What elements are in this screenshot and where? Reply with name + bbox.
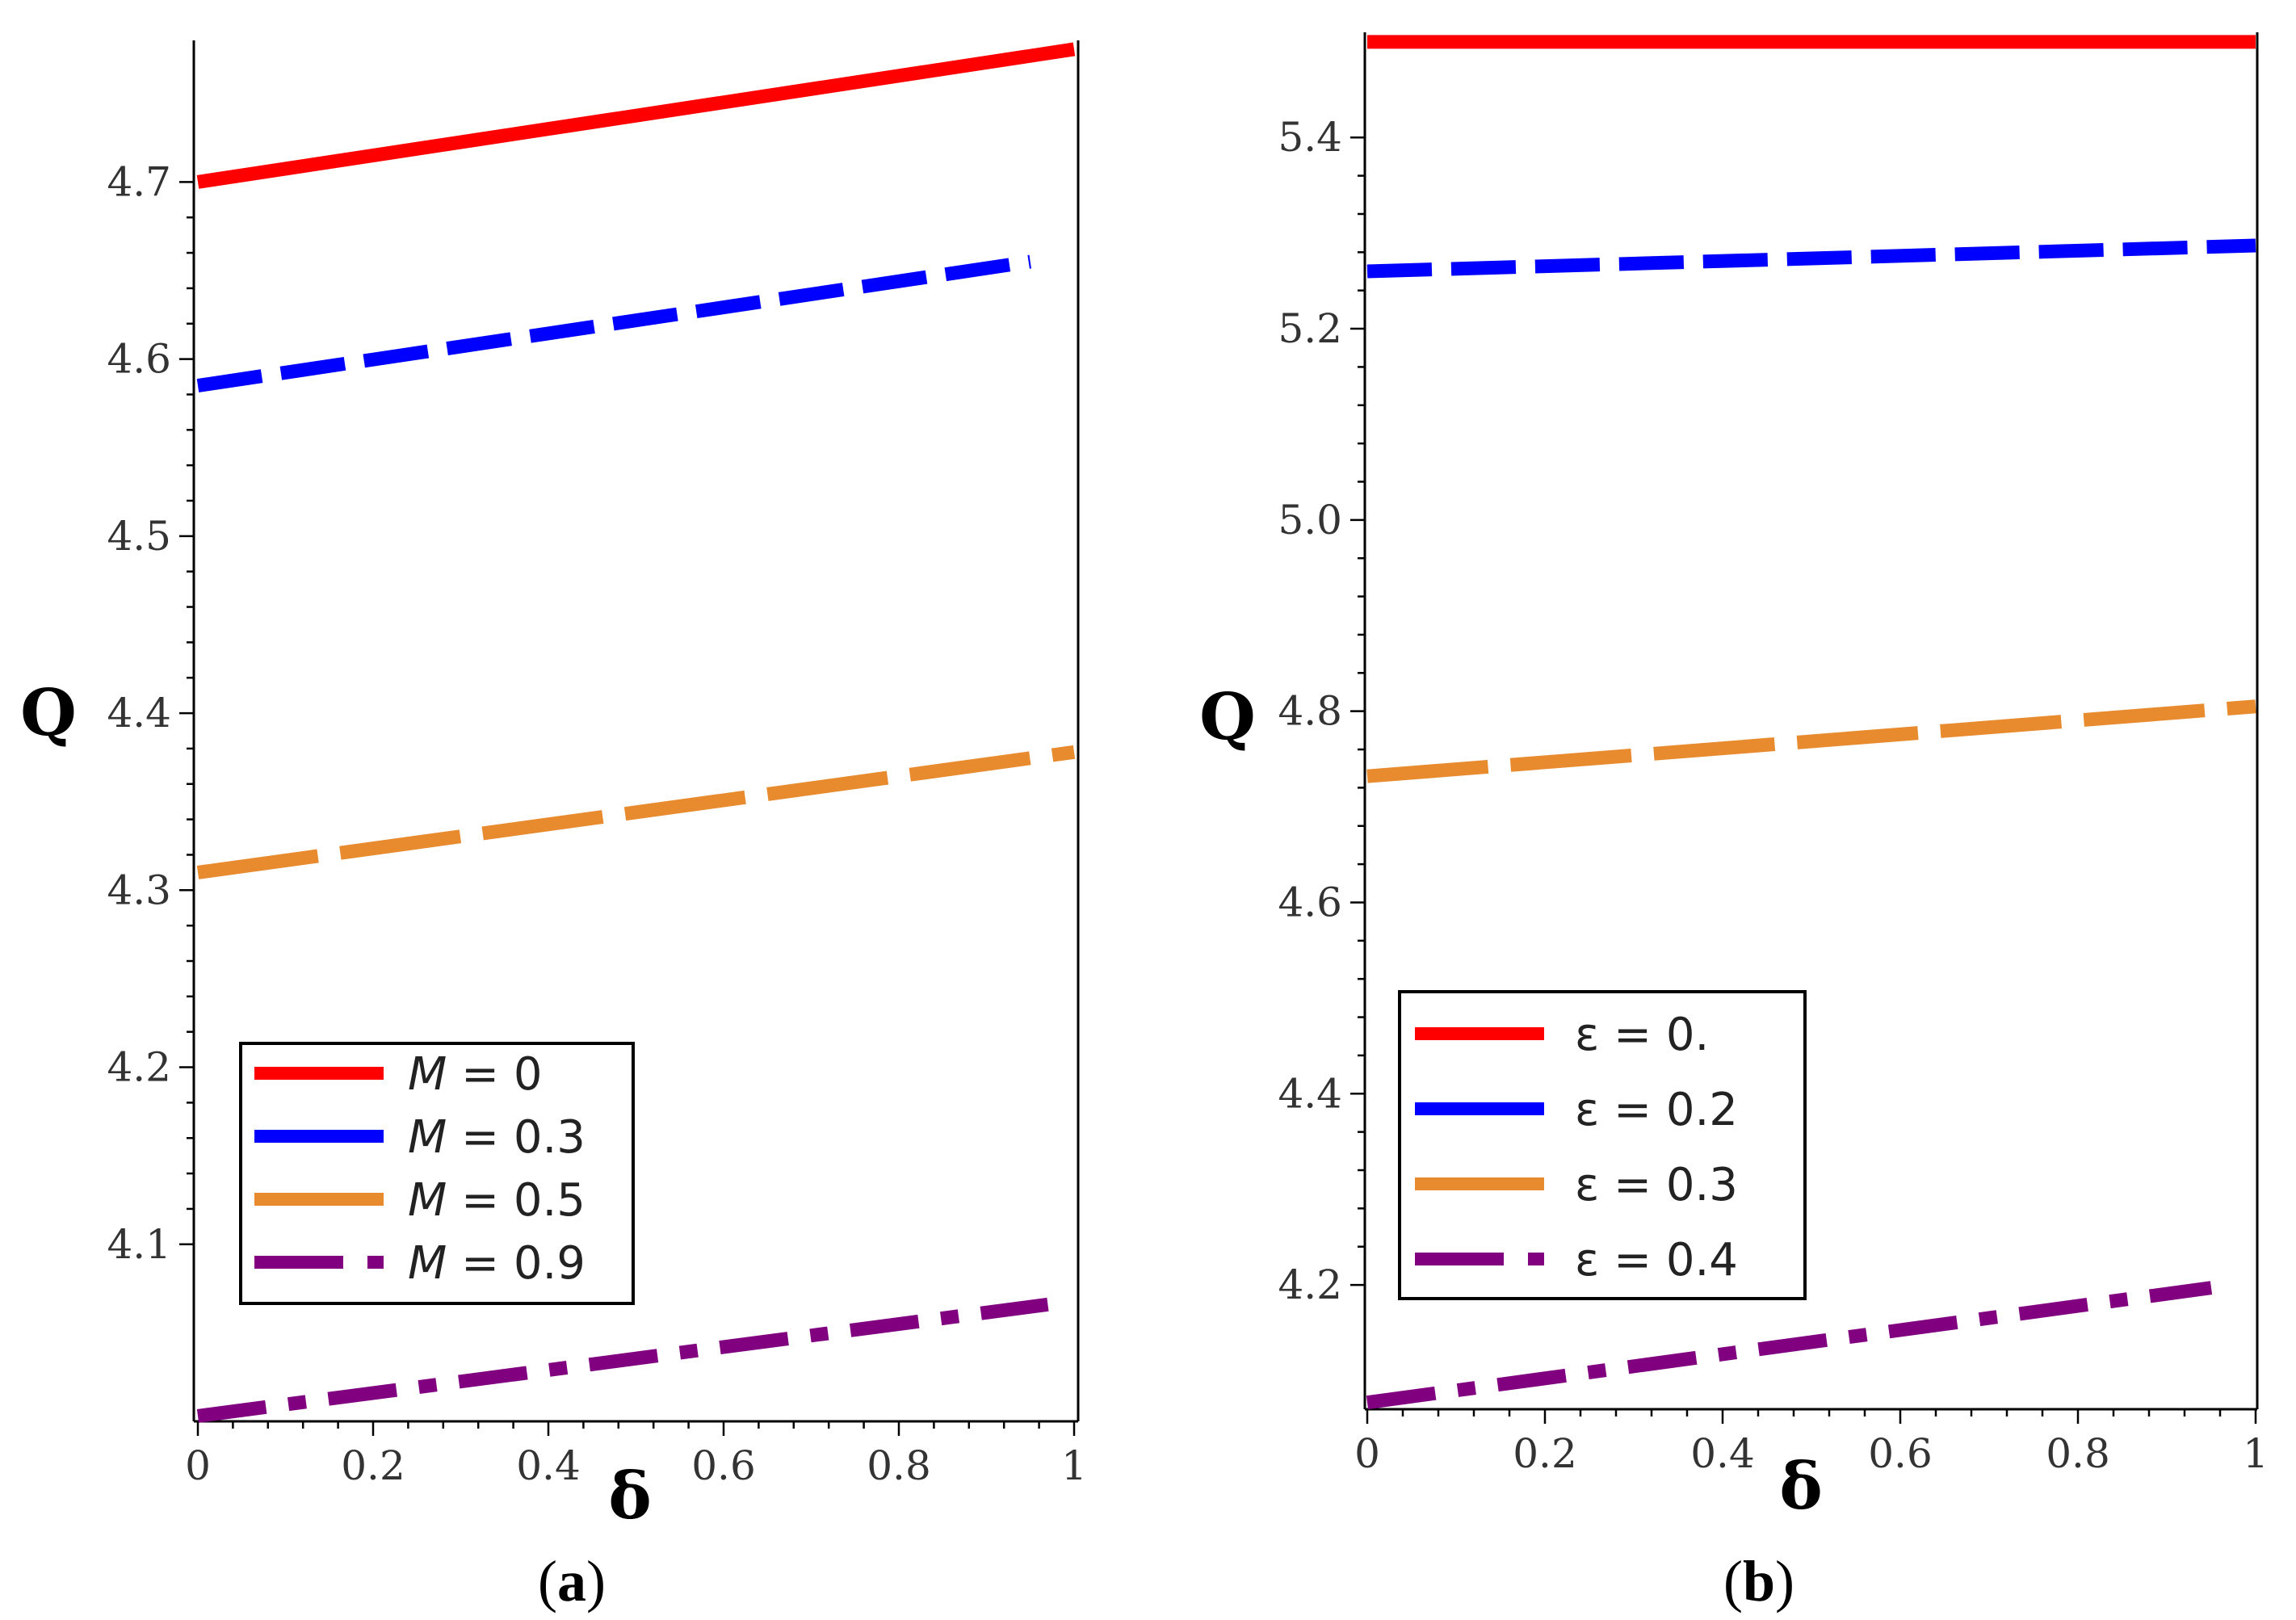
panel-a-y-tick-label: 4.5: [107, 513, 171, 560]
panel-b-x-tick-label: 1: [2243, 1430, 2269, 1477]
panel-b-label: (b): [1723, 1549, 1794, 1614]
panel-a-x-tick-label: 0.4: [516, 1442, 581, 1489]
panel-b-y-tick-label: 5.2: [1278, 305, 1342, 352]
panel-b-legend-label-2: ε = 0.3: [1575, 1159, 1738, 1211]
panel-a-legend-label-2: M = 0.5: [408, 1174, 586, 1227]
panel-a-x-tick-label: 1: [1061, 1442, 1087, 1489]
panel-b-legend-box: [1398, 990, 1807, 1300]
panel-a-y-tick-label: 4.1: [107, 1221, 171, 1268]
panel-b-y-tick-label: 5.0: [1278, 497, 1342, 543]
panel-b-legend: ε = 0. ε = 0.2 ε = 0.3 ε = 0.4: [1398, 990, 1807, 1300]
panel-a-x-tick-label: 0: [185, 1442, 211, 1489]
panel-a-legend-label-3: M = 0.9: [408, 1237, 586, 1290]
panel-a-label: (a): [538, 1549, 606, 1614]
panel-b-series: [1366, 35, 2256, 1410]
panel-a-y-ticks: 4.1 4.2 4.3 4.4 4.5 4.6 4.7: [107, 158, 194, 1268]
panel-b-x-tick-label: 0.8: [2046, 1430, 2110, 1477]
panel-b-x-tick-label: 0.4: [1690, 1430, 1755, 1477]
panel-a-x-ticks: 0 0.2 0.4 0.6 0.8 1: [185, 1421, 1087, 1489]
panel-a-x-label: δ: [608, 1458, 651, 1534]
panel-b-x-tick-label: 0.2: [1513, 1430, 1577, 1477]
panel-b-y-label: Q: [1199, 678, 1256, 754]
panel-a-legend-label-0: M = 0: [408, 1048, 543, 1101]
panel-a-series-0-line: [196, 42, 1076, 189]
panel-b-x-label: δ: [1779, 1448, 1822, 1524]
panel-a-y-tick-label: 4.3: [107, 867, 171, 913]
panel-b-series-1-line: [1366, 238, 2256, 279]
panel-a: 4.1 4.2 4.3 4.4 4.5 4.6 4.7 0 0.2 0.4 0.6 0.8 1 Q δ…: [20, 40, 1087, 1614]
panel-a-y-tick-label: 4.6: [107, 336, 171, 383]
panel-b-series-2-line: [1366, 699, 2256, 783]
panel-b-y-tick-label: 4.8: [1278, 688, 1342, 735]
panel-b-legend-label-0: ε = 0.: [1575, 1009, 1709, 1061]
panel-a-series: [196, 42, 1076, 1423]
panel-a-y-label: Q: [20, 674, 77, 750]
panel-b-y-tick-label: 4.4: [1278, 1070, 1342, 1117]
panel-b-y-tick-label: 5.4: [1278, 114, 1342, 161]
panel-b-y-ticks: 4.2 4.4 4.6 4.8 5.0 5.2 5.4: [1278, 114, 1365, 1308]
panel-b-y-tick-label: 4.6: [1278, 879, 1342, 925]
panel-a-x-tick-label: 0.2: [341, 1442, 405, 1489]
panel-b: 4.2 4.4 4.6 4.8 5.0 5.2 5.4 0 0.2 0.4 0.6 0.8 1 Q δ…: [1199, 32, 2269, 1614]
panel-b-y-tick-label: 4.2: [1278, 1261, 1342, 1308]
panel-b-legend-label-3: ε = 0.4: [1575, 1234, 1738, 1286]
panel-b-x-tick-label: 0: [1354, 1430, 1380, 1477]
panel-a-x-tick-label: 0.8: [867, 1442, 931, 1489]
panel-a-x-tick-label: 0.6: [691, 1442, 756, 1489]
panel-a-series-1-line: [196, 254, 1032, 392]
panel-a-series-3-line: [196, 1297, 1049, 1423]
panel-b-series-3-line: [1366, 1281, 2213, 1410]
panel-a-y-tick-label: 4.7: [107, 158, 171, 205]
panel-a-legend: M = 0 M = 0.3 M = 0.5 M = 0.9: [239, 1042, 635, 1305]
panel-b-legend-label-1: ε = 0.2: [1575, 1084, 1738, 1136]
panel-a-legend-label-1: M = 0.3: [408, 1111, 586, 1164]
panel-a-y-tick-label: 4.4: [107, 690, 171, 737]
panel-b-x-tick-label: 0.6: [1868, 1430, 1933, 1477]
panel-a-series-2-line: [196, 745, 1076, 879]
panel-a-y-tick-label: 4.2: [107, 1044, 171, 1091]
panel-b-x-ticks: 0 0.2 0.4 0.6 0.8 1: [1354, 1409, 2269, 1477]
